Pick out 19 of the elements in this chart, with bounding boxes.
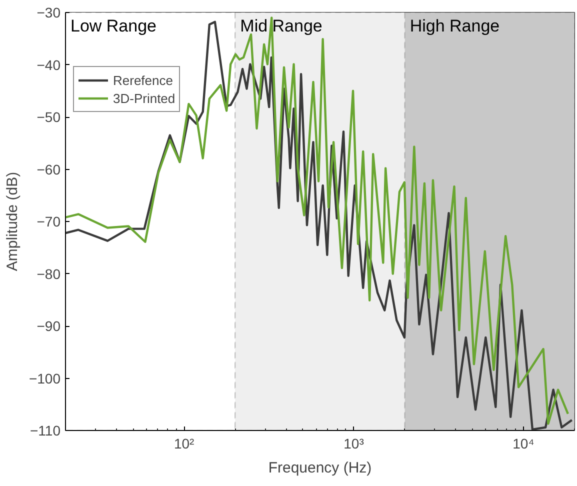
x-tick-label: 10² — [174, 436, 195, 452]
x-axis-title: Frequency (Hz) — [268, 460, 372, 476]
x-tick-label: 10⁴ — [512, 436, 534, 452]
y-tick-label: −70 — [36, 214, 61, 230]
band-label: High Range — [410, 16, 500, 36]
band-label: Mid Range — [240, 16, 322, 36]
x-tick-label: 10³ — [344, 436, 364, 452]
legend-label: 3D-Printed — [113, 90, 176, 107]
y-tick-label: −40 — [36, 56, 61, 73]
y-tick-label: −60 — [36, 161, 61, 178]
y-tick-label: −30 — [36, 4, 61, 20]
y-tick-label: −110 — [30, 422, 61, 438]
y-tick-label: −90 — [36, 318, 61, 334]
legend-label: Rerefence — [113, 72, 173, 89]
y-tick-label: −100 — [28, 370, 61, 386]
y-axis-title: Amplitude (dB) — [4, 172, 21, 272]
y-tick-label: −50 — [36, 109, 61, 125]
y-tick-label: −80 — [36, 266, 61, 282]
band-label: Low Range — [70, 16, 157, 36]
